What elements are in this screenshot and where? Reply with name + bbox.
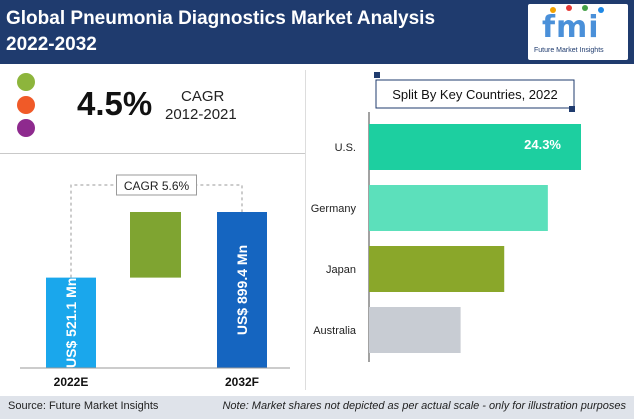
growth-connector-bar [130, 212, 181, 278]
title-box-corner-icon [569, 106, 575, 112]
y-tick-label: Japan [326, 264, 356, 276]
logo-wordmark: fmi [542, 10, 600, 45]
bar-australia [369, 307, 461, 353]
x-tick-label: 2032F [225, 375, 259, 389]
footer-bar [0, 396, 634, 419]
bar-2032f [217, 212, 267, 368]
legend-dot-orange [17, 96, 35, 114]
cagr-value: 4.5% [77, 85, 153, 122]
bar-value-label: US$ 521.1 Mn [63, 278, 79, 368]
bar-2022e [46, 277, 96, 368]
logo-dot-icon [550, 7, 556, 13]
header-banner: Global Pneumonia Diagnostics Market Anal… [0, 0, 634, 64]
cagr-annotation-box [116, 174, 197, 196]
cagr-annotation-text: CAGR 5.6% [124, 179, 190, 193]
page-title: Global Pneumonia Diagnostics Market Anal… [6, 8, 436, 29]
source-text: Source: Future Market Insights [8, 400, 159, 412]
cagr-label: CAGR [181, 88, 225, 105]
section-divider [0, 153, 305, 154]
bar-value-label: US$ 899.4 Mn [234, 245, 250, 335]
legend-dot-green [17, 73, 35, 91]
cagr-period: 2012-2021 [165, 106, 237, 123]
title-box-corner-icon [374, 72, 380, 78]
bar-japan [369, 246, 505, 292]
chart-title: Split By Key Countries, 2022 [392, 87, 557, 102]
y-tick-label: Germany [311, 203, 357, 215]
cagr-bracket-line [70, 184, 243, 278]
chart-title-box [375, 79, 575, 109]
y-tick-label: Australia [313, 325, 357, 337]
bar-germany [369, 185, 548, 231]
y-tick-label: U.S. [335, 142, 356, 154]
fmi-logo: fmi Future Market Insights [528, 4, 628, 60]
logo-dot-icon [598, 7, 604, 13]
note-text: Note: Market shares not depicted as per … [222, 400, 626, 412]
bar-us [369, 124, 581, 170]
x-tick-label: 2022E [54, 375, 89, 389]
bar-data-label: 24.3% [524, 137, 561, 152]
logo-dot-icon [582, 5, 588, 11]
logo-dot-icon [566, 5, 572, 11]
logo-subtitle: Future Market Insights [534, 47, 604, 54]
page-subtitle-years: 2022-2032 [6, 34, 97, 55]
legend-dot-purple [17, 119, 35, 137]
section-divider-vertical [305, 70, 306, 390]
